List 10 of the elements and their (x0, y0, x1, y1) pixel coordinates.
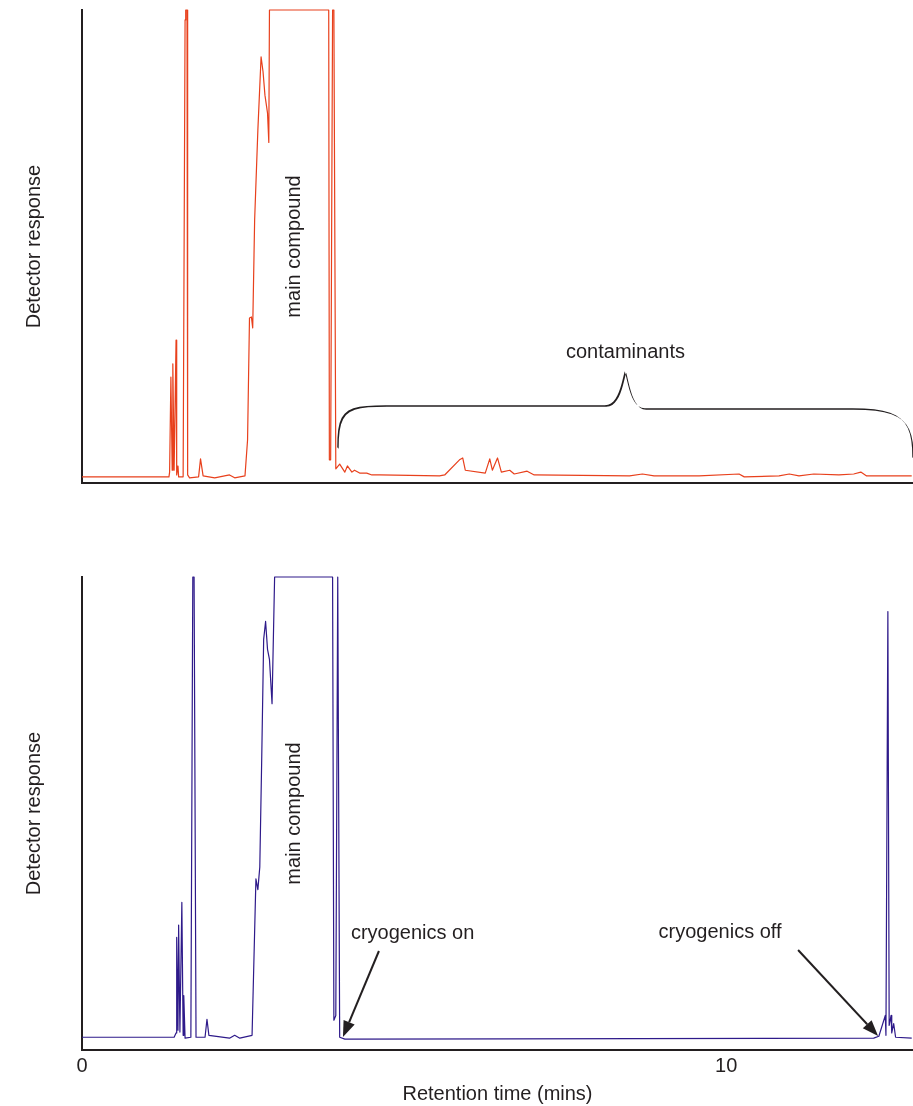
annotation: cryogenics on (350, 920, 475, 943)
annotation: cryogenics off (658, 919, 783, 942)
x-tick-label: 10 (715, 1053, 738, 1076)
y-axis-title: Detector response (21, 731, 44, 896)
x-tick-label: 0 (76, 1053, 88, 1076)
y-axis-title: Detector response (21, 164, 44, 329)
x-axis-title: Retention time (mins) (402, 1081, 593, 1104)
annotation: main compound (282, 175, 305, 318)
annotation: main compound (282, 742, 305, 885)
annotation: contaminants (565, 339, 685, 362)
